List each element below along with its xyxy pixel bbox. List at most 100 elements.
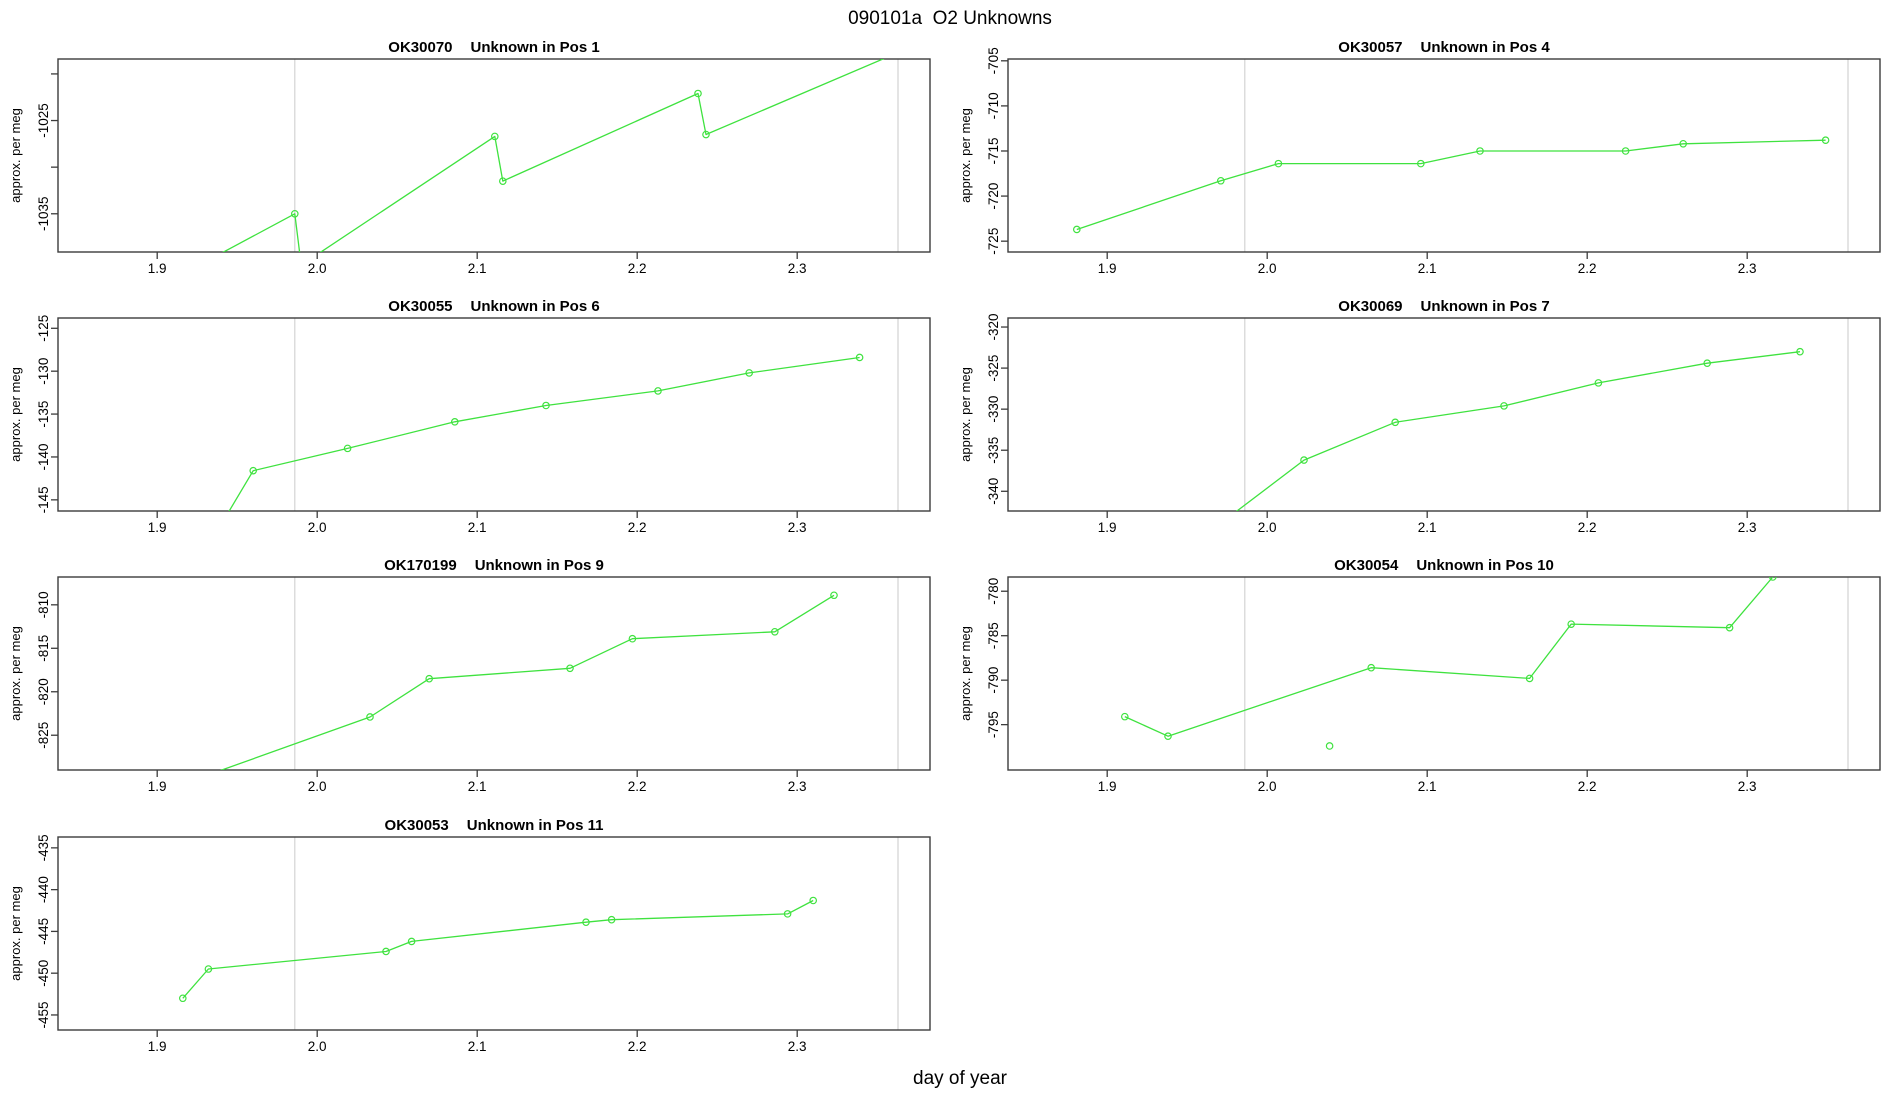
x-tick-label: 2.3 <box>1738 520 1757 535</box>
panel-OK30070: 1.9 2.0 2.1 2.2 2.3 -1035 -1025 approx. per meg… <box>8 39 931 276</box>
x-tick-label: 2.1 <box>1418 520 1437 535</box>
data-point-marker <box>1300 456 1308 464</box>
data-series <box>1184 347 1804 552</box>
y-tick-label: -710 <box>986 92 1001 119</box>
x-tick-label: 2.0 <box>1258 261 1277 276</box>
x-tick-label: 2.3 <box>788 779 807 794</box>
y-tick-label: -435 <box>36 834 51 861</box>
panel-title: OK170199 Unknown in Pos 9 <box>384 557 604 574</box>
x-tick-label: 2.0 <box>1258 779 1277 794</box>
data-point-marker <box>1476 147 1484 155</box>
y-tick-label: -820 <box>36 678 51 705</box>
x-tick-label: 2.2 <box>628 779 647 794</box>
x-tick-label: 2.0 <box>308 1039 327 1054</box>
y-tick-label: -450 <box>36 960 51 987</box>
panel-title: OK30057 Unknown in Pos 4 <box>1338 39 1550 56</box>
data-point-marker <box>407 937 416 946</box>
isolated-data-point-marker <box>1325 742 1334 750</box>
y-tick-label: -130 <box>36 358 51 385</box>
x-tick-label: 2.2 <box>1578 261 1597 276</box>
panel-title-position: Unknown in Pos 4 <box>1421 39 1551 56</box>
x-tick-label: 2.1 <box>468 261 487 276</box>
data-point-marker <box>855 353 864 362</box>
data-point-marker <box>366 713 374 721</box>
y-tick-label: -335 <box>986 437 1001 464</box>
data-point-marker <box>1391 418 1400 427</box>
data-point-marker <box>1679 139 1688 148</box>
y-tick-label: -790 <box>986 667 1001 694</box>
data-point-marker <box>628 634 637 643</box>
data-point-marker <box>1184 546 1190 552</box>
x-tick-label: 2.3 <box>1738 779 1757 794</box>
x-axis-label: day of year <box>913 1068 1008 1089</box>
y-tick-label: -145 <box>36 486 51 513</box>
y-tick-label: -825 <box>36 722 51 749</box>
panel-title-position: Unknown in Pos 9 <box>475 557 604 574</box>
x-tick-label: 2.3 <box>788 261 807 276</box>
x-tick-label: 2.1 <box>468 520 487 535</box>
y-tick-label: -135 <box>36 401 51 428</box>
panel-title: OK30053 Unknown in Pos 11 <box>385 817 604 834</box>
data-point-marker <box>654 387 662 395</box>
panel-OK30069: 1.9 2.0 2.1 2.2 2.3 -340 -335 -330 -325 -320 appro… <box>958 298 1881 552</box>
panel-OK30055: 1.9 2.0 2.1 2.2 2.3 -145 -140 -135 -130 -125 appro… <box>8 298 931 554</box>
y-tick-label: -1025 <box>36 103 51 138</box>
x-tick-label: 2.2 <box>628 261 647 276</box>
y-tick-label: -320 <box>986 314 1001 341</box>
data-point-marker <box>906 45 912 51</box>
y-tick-label: -720 <box>986 183 1001 210</box>
x-tick-label: 1.9 <box>148 261 167 276</box>
panel-title: OK30069 Unknown in Pos 7 <box>1338 298 1549 315</box>
panel-title-position: Unknown in Pos 10 <box>1416 557 1554 574</box>
data-point-marker <box>1594 379 1603 387</box>
y-tick-label: -795 <box>986 711 1001 738</box>
data-point-marker <box>490 132 499 141</box>
plot-border <box>57 836 931 1031</box>
data-point-marker <box>1769 577 1777 581</box>
y-tick-label: -125 <box>36 315 51 342</box>
data-point-marker <box>450 417 459 426</box>
data-series <box>219 591 838 770</box>
data-point-marker <box>1367 663 1376 672</box>
data-point-marker <box>204 965 213 973</box>
data-series <box>1073 136 1830 234</box>
data-point-marker <box>1500 402 1508 410</box>
data-point-marker <box>1725 623 1734 632</box>
x-tick-label: 1.9 <box>1098 779 1117 794</box>
panel-title-position: Unknown in Pos 6 <box>471 298 600 315</box>
panel-OK30057: 1.9 2.0 2.1 2.2 2.3 -725 -720 -715 -710 -705 appro… <box>958 39 1881 276</box>
y-tick-label: -705 <box>986 47 1001 74</box>
data-series-line <box>1124 577 1774 737</box>
data-point-marker <box>249 466 258 475</box>
panel-title-id: OK30057 <box>1338 39 1402 56</box>
data-point-marker <box>1821 136 1830 144</box>
y-axis-label: approx. per meg <box>8 108 23 203</box>
y-tick-label: -445 <box>36 918 51 945</box>
y-axis-label: approx. per meg <box>958 367 973 462</box>
y-axis-label: approx. per meg <box>8 626 23 721</box>
data-series <box>179 896 818 1003</box>
y-axis-label: approx. per meg <box>958 108 973 203</box>
x-tick-label: 1.9 <box>1098 520 1117 535</box>
panel-OK170199: 1.9 2.0 2.1 2.2 2.3 -825 -820 -815 -810 approx. p… <box>8 557 931 794</box>
data-point-marker <box>1121 712 1129 721</box>
x-tick-label: 2.0 <box>308 520 327 535</box>
x-tick-label: 2.1 <box>1418 261 1437 276</box>
y-tick-label: -810 <box>36 591 51 618</box>
x-tick-label: 2.3 <box>1738 261 1757 276</box>
x-tick-label: 2.1 <box>468 1039 487 1054</box>
y-tick-label: -340 <box>986 478 1001 505</box>
plot-border <box>57 576 931 771</box>
x-tick-label: 1.9 <box>1098 261 1117 276</box>
data-point-marker <box>202 548 208 554</box>
y-tick-label: -455 <box>36 1001 51 1028</box>
data-series-line <box>219 594 835 770</box>
panel-title-position: Unknown in Pos 7 <box>1421 298 1550 315</box>
data-series <box>1121 577 1777 750</box>
data-point-marker <box>566 664 574 673</box>
y-tick-label: -780 <box>986 578 1001 605</box>
data-point-marker <box>745 369 754 377</box>
data-point-marker <box>607 915 616 924</box>
